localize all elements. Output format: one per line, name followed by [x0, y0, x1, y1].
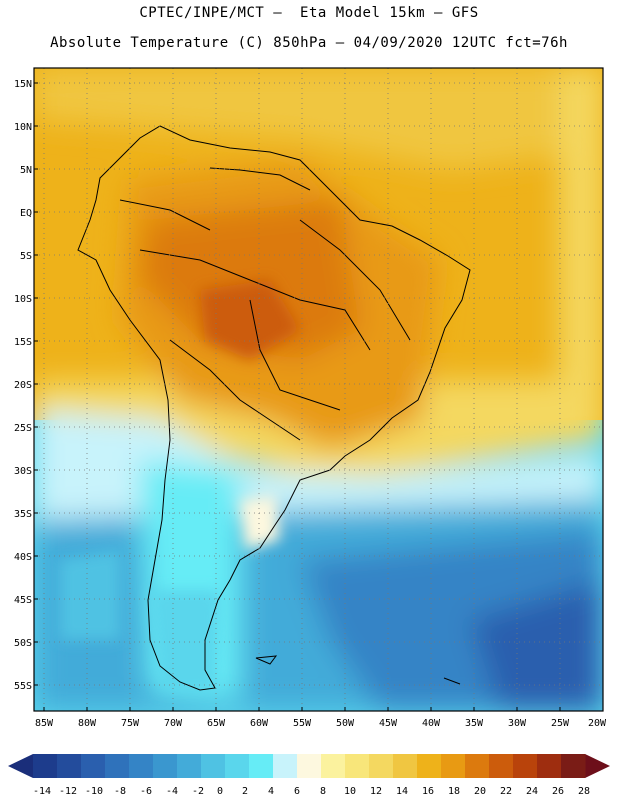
colorbar-cell — [225, 754, 250, 778]
lat-label: EQ — [20, 208, 32, 219]
colorbar-cell — [369, 754, 394, 778]
colorbar-cell — [105, 754, 130, 778]
colorbar-tick-label: 6 — [294, 786, 300, 797]
colorbar-cell — [561, 754, 586, 778]
colorbar-cell — [537, 754, 562, 778]
colorbar-cell — [345, 754, 370, 778]
colorbar-cell — [129, 754, 154, 778]
colorbar-tick-label: 22 — [500, 786, 512, 797]
latitude-labels: 15N 10N 5N EQ 5S 10S 15S 20S 25S 30S 35S… — [14, 79, 32, 692]
lat-lon-grid — [34, 68, 603, 711]
colorbar-tick-label: 16 — [422, 786, 434, 797]
colorbar-under-arrow — [8, 754, 33, 778]
colorbar-tick-label: 18 — [448, 786, 460, 797]
colorbar-tick-label: 24 — [526, 786, 538, 797]
temperature-field — [34, 68, 603, 711]
colorbar-cell — [153, 754, 178, 778]
colorbar-cell — [465, 754, 490, 778]
colorbar-tick-label: -8 — [114, 786, 126, 797]
colorbar-cell — [441, 754, 466, 778]
colorbar-cell — [57, 754, 82, 778]
colorbar-over-arrow — [585, 754, 610, 778]
colorbar-cell — [489, 754, 514, 778]
colorbar-cell — [417, 754, 442, 778]
colorbar-tick-label: -12 — [59, 786, 77, 797]
colorbar-cell — [177, 754, 202, 778]
lon-label: 35W — [465, 718, 484, 729]
lon-label: 80W — [78, 718, 97, 729]
colorbar-cell — [33, 754, 58, 778]
colorbar-tick-label: 8 — [320, 786, 326, 797]
colorbar-tick-label: 12 — [370, 786, 382, 797]
colorbar-tick-label: 4 — [268, 786, 274, 797]
colorbar-cell — [321, 754, 346, 778]
colorbar-tick-label: 20 — [474, 786, 486, 797]
colorbar-tick-label: -4 — [166, 786, 178, 797]
colorbar-cell — [81, 754, 106, 778]
lat-label: 20S — [14, 380, 32, 391]
lat-label: 15S — [14, 337, 32, 348]
colorbar-cell — [249, 754, 274, 778]
lat-label: 30S — [14, 466, 32, 477]
lon-label: 65W — [207, 718, 226, 729]
longitude-labels: 85W 80W 75W 70W 65W 60W 55W 50W 45W 40W … — [35, 718, 607, 729]
lon-label: 85W — [35, 718, 54, 729]
lat-label: 15N — [14, 79, 32, 90]
lon-label: 50W — [336, 718, 355, 729]
lon-label: 70W — [164, 718, 183, 729]
colorbar-cell — [297, 754, 322, 778]
colorbar-cell — [201, 754, 226, 778]
colorbar-tick-label: 26 — [552, 786, 564, 797]
colorbar-tick-label: -10 — [85, 786, 103, 797]
colorbar-tick-label: -14 — [33, 786, 51, 797]
lat-label: 5S — [20, 251, 32, 262]
colorbar: -14 -12 -10 -8 -6 -4 -2 0 2 4 6 8 10 12 … — [8, 754, 610, 797]
lat-label: 35S — [14, 509, 32, 520]
lat-label: 10N — [14, 122, 32, 133]
lat-label: 5N — [20, 165, 32, 176]
header-title-line2: Absolute Temperature (C) 850hPa – 04/09/… — [50, 35, 568, 51]
lon-label: 40W — [422, 718, 441, 729]
lon-label: 55W — [293, 718, 312, 729]
lat-label: 45S — [14, 595, 32, 606]
lat-label: 25S — [14, 423, 32, 434]
lon-label: 60W — [250, 718, 269, 729]
lon-label: 45W — [379, 718, 398, 729]
map-frame — [33, 67, 604, 712]
header-title-line1: CPTEC/INPE/MCT – Eta Model 15km – GFS — [139, 5, 479, 21]
lat-label: 50S — [14, 638, 32, 649]
colorbar-cell — [273, 754, 298, 778]
lon-label: 20W — [588, 718, 607, 729]
colorbar-cell — [513, 754, 538, 778]
lon-label: 25W — [551, 718, 570, 729]
lon-label: 75W — [121, 718, 140, 729]
colorbar-tick-label: -2 — [192, 786, 204, 797]
colorbar-tick-label: 2 — [242, 786, 248, 797]
colorbar-tick-label: 14 — [396, 786, 408, 797]
axis-ticks — [34, 82, 604, 711]
colorbar-tick-label: 28 — [578, 786, 590, 797]
colorbar-tick-label: -6 — [140, 786, 152, 797]
lat-label: 10S — [14, 294, 32, 305]
colorbar-cell — [393, 754, 418, 778]
lat-label: 55S — [14, 681, 32, 692]
colorbar-tick-label: 10 — [344, 786, 356, 797]
lon-label: 30W — [508, 718, 527, 729]
lat-label: 40S — [14, 552, 32, 563]
colorbar-tick-label: 0 — [217, 786, 223, 797]
